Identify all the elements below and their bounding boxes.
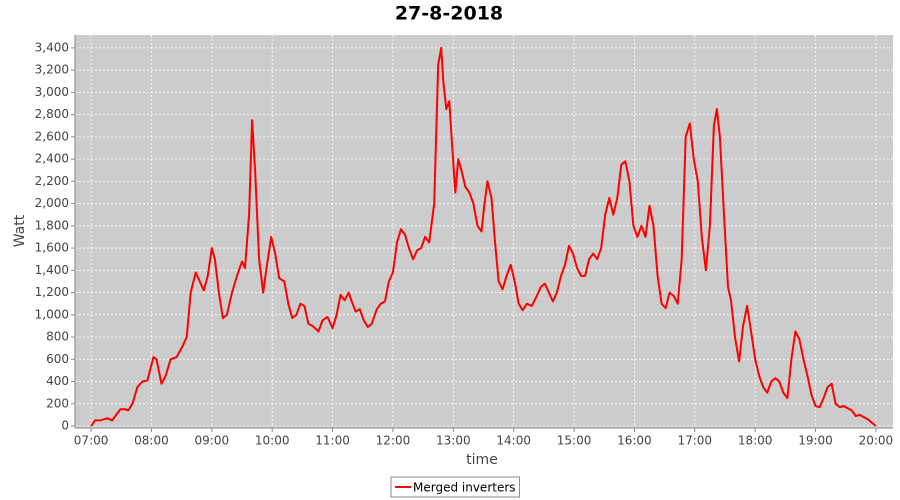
x-tick-label: 08:00 xyxy=(134,434,169,448)
y-tick-label: 600 xyxy=(46,352,69,366)
x-tick-label: 20:00 xyxy=(859,434,894,448)
x-tick-label: 14:00 xyxy=(496,434,531,448)
y-tick-label: 2,400 xyxy=(35,152,69,166)
y-tick-label: 1,200 xyxy=(35,285,69,299)
y-tick-label: 2,200 xyxy=(35,174,69,188)
y-tick-label: 2,800 xyxy=(35,107,69,121)
x-tick-label: 12:00 xyxy=(376,434,411,448)
y-tick-label: 2,600 xyxy=(35,129,69,143)
chart-title: 27-8-2018 xyxy=(395,3,503,25)
x-tick-label: 16:00 xyxy=(617,434,652,448)
y-tick-label: 800 xyxy=(46,330,69,344)
x-tick-label: 15:00 xyxy=(557,434,592,448)
x-tick-label: 07:00 xyxy=(74,434,109,448)
x-tick-label: 18:00 xyxy=(738,434,773,448)
y-axis-label: Watt xyxy=(12,214,28,247)
x-tick-label: 19:00 xyxy=(798,434,833,448)
x-axis-label: time xyxy=(466,452,498,468)
x-tick-label: 10:00 xyxy=(255,434,290,448)
x-tick-label: 09:00 xyxy=(195,434,230,448)
x-tick-label: 17:00 xyxy=(677,434,712,448)
y-tick-label: 3,000 xyxy=(35,85,69,99)
legend-label: Merged inverters xyxy=(413,481,516,495)
y-tick-label: 1,800 xyxy=(35,218,69,232)
y-tick-label: 200 xyxy=(46,396,69,410)
y-tick-label: 1,600 xyxy=(35,241,69,255)
y-tick-label: 1,400 xyxy=(35,263,69,277)
y-tick-label: 2,000 xyxy=(35,196,69,210)
y-tick-label: 400 xyxy=(46,374,69,388)
y-tick-label: 0 xyxy=(61,418,69,432)
y-tick-label: 3,200 xyxy=(35,63,69,77)
x-tick-label: 13:00 xyxy=(436,434,471,448)
legend-box xyxy=(390,476,521,498)
y-tick-label: 1,000 xyxy=(35,307,69,321)
plot-area xyxy=(75,35,893,428)
x-tick-label: 11:00 xyxy=(315,434,350,448)
data-line xyxy=(90,46,877,427)
legend: Merged inverters xyxy=(390,476,521,498)
y-tick-label: 3,400 xyxy=(35,40,69,54)
